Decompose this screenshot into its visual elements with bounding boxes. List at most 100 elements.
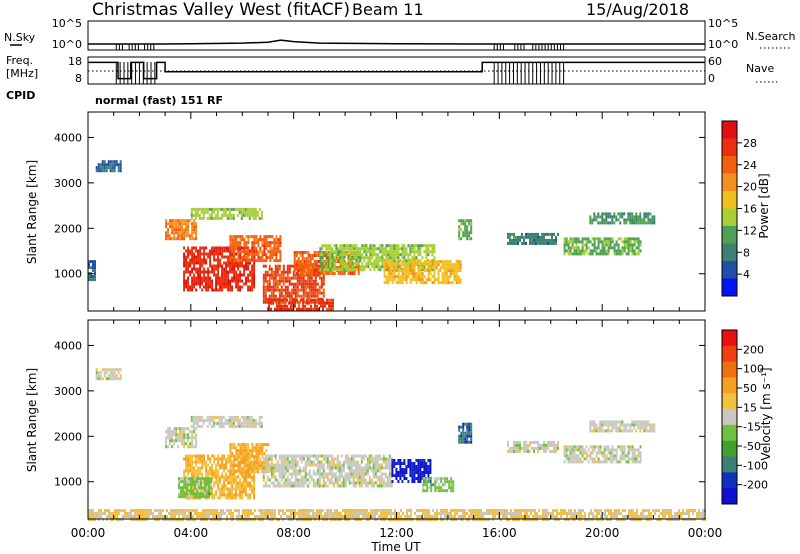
heatmap-cell xyxy=(297,260,300,263)
heatmap-cell xyxy=(329,265,332,269)
heatmap-cell xyxy=(241,472,244,476)
heatmap-cell xyxy=(297,251,300,254)
heatmap-cell xyxy=(339,272,342,275)
heatmap-cell xyxy=(262,509,264,512)
heatmap-cell xyxy=(195,267,198,271)
heatmap-cell xyxy=(182,486,184,490)
heatmap-cell xyxy=(517,238,519,242)
heatmap-cell xyxy=(302,276,305,280)
heatmap-cell xyxy=(247,253,250,257)
heatmap-cell xyxy=(95,169,98,173)
heatmap-cell xyxy=(296,469,299,473)
heatmap-cell xyxy=(631,237,634,241)
heatmap-cell xyxy=(409,468,412,471)
heatmap-cell xyxy=(269,241,272,245)
heatmap-cell xyxy=(453,275,456,279)
heatmap-cell xyxy=(462,234,465,238)
heatmap-cell xyxy=(134,509,136,512)
heatmap-cell xyxy=(617,243,620,247)
heatmap-cell xyxy=(593,212,596,216)
heatmap-cell xyxy=(195,231,198,235)
heatmap-cell xyxy=(274,298,276,302)
heatmap-cell xyxy=(386,484,389,488)
heatmap-cell xyxy=(208,477,210,481)
heatmap-cell xyxy=(403,247,406,251)
heatmap-cell xyxy=(211,472,214,476)
heatmap-cell xyxy=(448,486,451,490)
heatmap-cell xyxy=(310,276,313,280)
heatmap-cell xyxy=(329,250,332,254)
heatmap-cell xyxy=(265,247,268,251)
heatmap-cell xyxy=(449,281,452,285)
heatmap-cell xyxy=(368,478,371,482)
heatmap-cell xyxy=(595,237,598,241)
heatmap-cell xyxy=(413,272,416,276)
heatmap-cell xyxy=(254,216,257,220)
heatmap-cell xyxy=(199,282,202,286)
heatmap-cell xyxy=(272,469,275,473)
heatmap-cell xyxy=(229,455,232,459)
heatmap-cell xyxy=(253,493,256,497)
heatmap-cell xyxy=(555,238,557,242)
heatmap-cell xyxy=(187,276,190,280)
heatmap-cell xyxy=(496,509,498,512)
heatmap-cell xyxy=(292,276,295,280)
heatmap-cell xyxy=(272,298,274,302)
heatmap-cell xyxy=(233,241,236,245)
heatmap-cell xyxy=(195,469,198,473)
heatmap-cell xyxy=(310,279,313,283)
heatmap-cell xyxy=(263,250,266,254)
heatmap-cell xyxy=(350,481,353,485)
heatmap-cell xyxy=(253,244,256,248)
heatmap-cell xyxy=(466,228,469,232)
heatmap-cell xyxy=(185,249,188,253)
heatmap-cell xyxy=(209,282,212,286)
heatmap-cell xyxy=(451,266,454,270)
heatmap-cell xyxy=(249,253,252,257)
heatmap-cell xyxy=(282,273,285,277)
heatmap-cell xyxy=(198,495,200,499)
heatmap-cell xyxy=(296,276,299,280)
heatmap-cell xyxy=(210,210,213,214)
heatmap-cell xyxy=(106,509,108,512)
heatmap-cell xyxy=(247,470,250,474)
heatmap-cell xyxy=(276,264,279,268)
heatmap-cell xyxy=(245,455,248,459)
heatmap-cell xyxy=(302,466,305,470)
heatmap-cell xyxy=(318,301,320,305)
heatmap-cell xyxy=(515,238,517,242)
heatmap-cell xyxy=(355,247,358,251)
heatmap-cell xyxy=(601,252,604,256)
heatmap-cell xyxy=(328,472,331,476)
heatmap-cell xyxy=(201,264,204,268)
heatmap-cell xyxy=(394,512,396,515)
heatmap-cell xyxy=(314,472,317,476)
heatmap-cell xyxy=(365,253,368,257)
heatmap-cell xyxy=(219,463,222,467)
heatmap-cell xyxy=(448,515,450,518)
heatmap-cell xyxy=(575,249,578,253)
heatmap-cell xyxy=(419,480,422,483)
heatmap-cell xyxy=(258,418,261,422)
heatmap-cell xyxy=(203,249,206,253)
heatmap-cell xyxy=(288,270,291,274)
heatmap-cell xyxy=(176,512,178,515)
heatmap-cell xyxy=(290,512,292,515)
heatmap-cell xyxy=(393,459,396,462)
heatmap-cell xyxy=(193,490,196,494)
heatmap-cell xyxy=(422,512,424,515)
heatmap-cell xyxy=(300,515,302,518)
heatmap-cell xyxy=(407,465,410,468)
heatmap-cell xyxy=(397,253,400,257)
heatmap-cell xyxy=(272,475,275,479)
heatmap-cell xyxy=(206,480,208,484)
heatmap-cell xyxy=(200,515,202,518)
heatmap-cell xyxy=(464,231,467,235)
heatmap-cell xyxy=(235,276,238,280)
heatmap-cell xyxy=(213,493,216,497)
heatmap-cell xyxy=(507,241,509,245)
heatmap-cell xyxy=(395,462,398,465)
heatmap-cell xyxy=(488,512,490,515)
heatmap-cell xyxy=(205,288,208,292)
heatmap-cell xyxy=(330,469,333,473)
